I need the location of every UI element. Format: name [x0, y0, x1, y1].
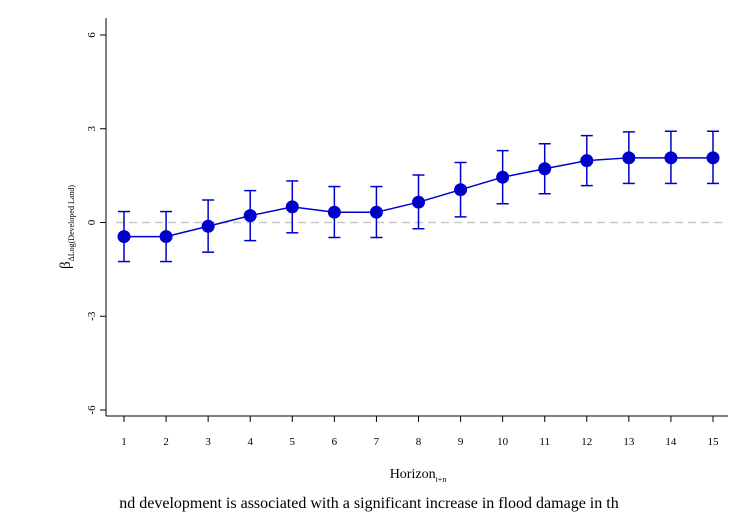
- y-tick-label: 6: [86, 32, 98, 38]
- figure-caption: nd development is associated with a sign…: [119, 495, 619, 512]
- data-point: [664, 151, 678, 165]
- y-tick-label: 3: [86, 126, 98, 132]
- data-point: [412, 195, 425, 209]
- x-tick-label: 15: [708, 436, 720, 448]
- x-tick-label: 7: [374, 436, 380, 448]
- x-ticks: 1 2 3 4 5 6 7 8 9 10 11 12 13 14 15: [121, 416, 719, 448]
- data-point: [369, 205, 383, 219]
- x-tick-label: 8: [416, 436, 422, 448]
- x-tick-label: 5: [290, 436, 296, 448]
- series-points: [117, 151, 720, 244]
- x-tick-label: 10: [497, 436, 509, 448]
- y-axis-title-sub: ΔLog(Developed Land): [67, 185, 76, 262]
- x-tick-label: 6: [332, 436, 338, 448]
- data-point: [454, 183, 468, 197]
- data-point: [159, 230, 173, 244]
- svg-text:βΔLog(Developed Land): βΔLog(Developed Land): [58, 185, 76, 269]
- data-point: [622, 151, 636, 165]
- x-tick-label: 12: [581, 436, 592, 448]
- x-tick-label: 1: [121, 436, 127, 448]
- x-axis-title-sub: t+n: [436, 475, 447, 484]
- x-tick-label: 9: [458, 436, 464, 448]
- x-axis-title: Horizont+n: [390, 467, 447, 484]
- data-point: [327, 205, 341, 219]
- y-axis-title: βΔLog(Developed Land): [58, 185, 76, 269]
- y-tick-label: -6: [86, 405, 98, 415]
- data-point: [243, 209, 257, 223]
- data-point: [496, 170, 510, 184]
- data-point: [538, 162, 552, 176]
- x-tick-label: 11: [539, 436, 550, 448]
- x-axis-title-main: Horizon: [390, 467, 436, 482]
- y-tick-label: 0: [86, 219, 98, 225]
- x-tick-label: 14: [665, 436, 677, 448]
- x-tick-label: 13: [623, 436, 635, 448]
- data-point: [580, 154, 594, 168]
- data-point: [285, 200, 299, 214]
- x-tick-label: 4: [247, 436, 253, 448]
- data-point: [201, 219, 215, 233]
- x-tick-label: 3: [205, 436, 211, 448]
- x-tick-label: 2: [163, 436, 169, 448]
- data-point: [706, 151, 720, 165]
- data-point: [117, 230, 131, 244]
- y-ticks: -6 -3 0 3 6: [86, 32, 106, 415]
- y-tick-label: -3: [86, 311, 98, 321]
- y-axis-title-main: β: [58, 261, 74, 269]
